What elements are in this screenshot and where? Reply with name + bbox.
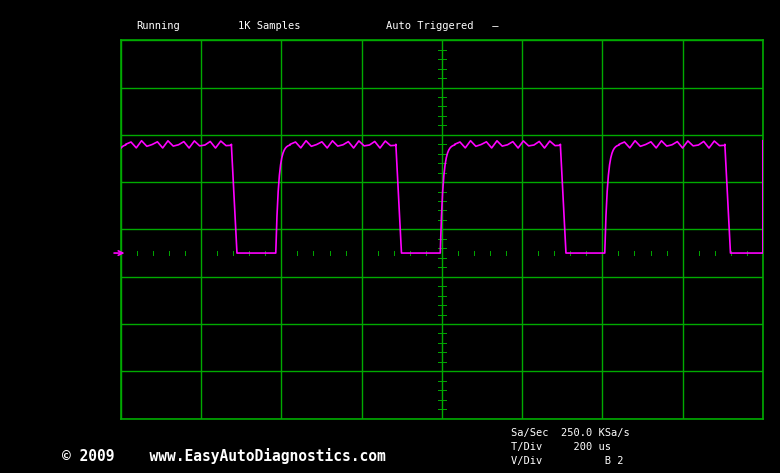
Text: © 2009    www.EasyAutoDiagnostics.com: © 2009 www.EasyAutoDiagnostics.com	[62, 448, 386, 464]
Text: T/Div     200 us: T/Div 200 us	[511, 442, 611, 452]
Text: V/Div          B 2: V/Div B 2	[511, 456, 623, 466]
Text: Running: Running	[136, 21, 180, 31]
Text: Sa/Sec  250.0 KSa/s: Sa/Sec 250.0 KSa/s	[511, 428, 629, 438]
Text: 1K Samples: 1K Samples	[238, 21, 300, 31]
Text: Auto Triggered   —: Auto Triggered —	[386, 21, 498, 31]
